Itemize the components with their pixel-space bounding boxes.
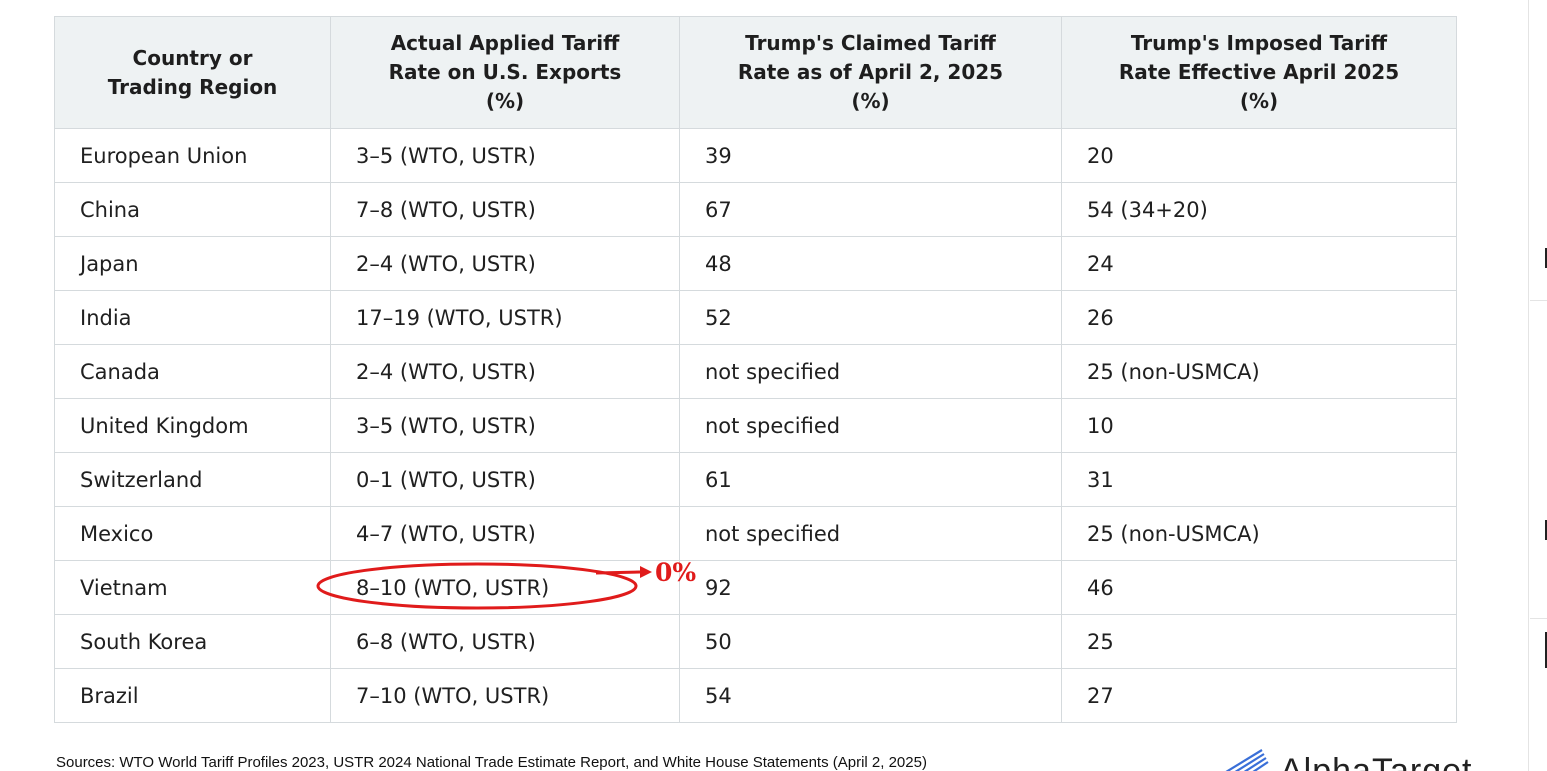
cell-actual-rate: 4–7 (WTO, USTR) — [330, 506, 680, 561]
cell-country: Switzerland — [54, 452, 331, 507]
table-row: India 17–19 (WTO, USTR) 52 26 — [54, 290, 1457, 345]
annotation-label: 0% — [655, 558, 697, 587]
header-actual-rate: Actual Applied Tariff Rate on U.S. Expor… — [330, 16, 680, 129]
logo: AlphaTarget — [1222, 748, 1502, 771]
header-country: Country or Trading Region — [54, 16, 331, 129]
header-line: Country or — [132, 45, 253, 70]
header-line: Trump's Imposed Tariff — [1130, 31, 1388, 55]
table-row: South Korea 6–8 (WTO, USTR) 50 25 — [54, 614, 1457, 669]
header-line: Trump's Claimed Tariff — [745, 31, 996, 55]
cell-country: China — [54, 182, 331, 237]
cell-imposed-rate: 10 — [1061, 398, 1457, 453]
cell-claimed-rate: 92 — [679, 560, 1062, 615]
cell-claimed-rate: not specified — [679, 398, 1062, 453]
header-claimed-rate: Trump's Claimed Tariff Rate as of April … — [679, 16, 1062, 129]
header-row: Country or Trading Region Actual Applied… — [54, 16, 1457, 129]
cell-country: Mexico — [54, 506, 331, 561]
table-row: China 7–8 (WTO, USTR) 67 54 (34+20) — [54, 182, 1457, 237]
cell-country: Vietnam — [54, 560, 331, 615]
cell-imposed-rate: 20 — [1061, 128, 1457, 183]
header-line: Rate Effective April 2025 — [1118, 60, 1400, 84]
cell-claimed-rate: 61 — [679, 452, 1062, 507]
header-line: (%) — [851, 89, 890, 113]
table-row: Brazil 7–10 (WTO, USTR) 54 27 — [54, 668, 1457, 723]
side-divider-tick — [1530, 618, 1547, 619]
cell-imposed-rate: 24 — [1061, 236, 1457, 291]
header-line: (%) — [1239, 89, 1279, 113]
cell-claimed-rate: 48 — [679, 236, 1062, 291]
cell-imposed-rate: 54 (34+20) — [1061, 182, 1457, 237]
cell-actual-rate: 3–5 (WTO, USTR) — [330, 128, 680, 183]
cell-country: European Union — [54, 128, 331, 183]
sources-caption: Sources: WTO World Tariff Profiles 2023,… — [56, 754, 927, 771]
cell-actual-rate: 7–8 (WTO, USTR) — [330, 182, 680, 237]
cell-claimed-rate: 39 — [679, 128, 1062, 183]
table-row: Japan 2–4 (WTO, USTR) 48 24 — [54, 236, 1457, 291]
cell-claimed-rate: not specified — [679, 344, 1062, 399]
side-edge-mark — [1545, 520, 1547, 540]
side-divider-tick — [1530, 300, 1547, 301]
table-header: Country or Trading Region Actual Applied… — [54, 16, 1457, 129]
table-row: Mexico 4–7 (WTO, USTR) not specified 25 … — [54, 506, 1457, 561]
cell-imposed-rate: 25 — [1061, 614, 1457, 669]
table-body: European Union 3–5 (WTO, USTR) 39 20 Chi… — [54, 128, 1457, 723]
header-line: Trading Region — [107, 74, 278, 99]
header-line: Actual Applied Tariff — [390, 31, 620, 55]
header-imposed-rate: Trump's Imposed Tariff Rate Effective Ap… — [1061, 16, 1457, 129]
cell-actual-rate: 2–4 (WTO, USTR) — [330, 344, 680, 399]
header-line: Rate on U.S. Exports — [388, 60, 622, 84]
cell-imposed-rate: 27 — [1061, 668, 1457, 723]
cell-claimed-rate: not specified — [679, 506, 1062, 561]
table-row: European Union 3–5 (WTO, USTR) 39 20 — [54, 128, 1457, 183]
cell-claimed-rate: 50 — [679, 614, 1062, 669]
table-row: United Kingdom 3–5 (WTO, USTR) not speci… — [54, 398, 1457, 453]
tariff-table: Country or Trading Region Actual Applied… — [54, 16, 1457, 723]
cell-country: Canada — [54, 344, 331, 399]
side-edge-mark — [1545, 248, 1547, 268]
cell-country: India — [54, 290, 331, 345]
cell-imposed-rate: 25 (non-USMCA) — [1061, 506, 1457, 561]
cell-imposed-rate: 26 — [1061, 290, 1457, 345]
side-edge-mark — [1545, 632, 1547, 668]
cell-imposed-rate: 25 (non-USMCA) — [1061, 344, 1457, 399]
cell-claimed-rate: 54 — [679, 668, 1062, 723]
header-line: Rate as of April 2, 2025 — [737, 60, 1004, 84]
cell-actual-rate: 2–4 (WTO, USTR) — [330, 236, 680, 291]
cell-claimed-rate: 52 — [679, 290, 1062, 345]
table-row: Vietnam 8–10 (WTO, USTR) 92 46 — [54, 560, 1457, 615]
cell-country: United Kingdom — [54, 398, 331, 453]
cell-actual-rate: 0–1 (WTO, USTR) — [330, 452, 680, 507]
cell-actual-rate: 6–8 (WTO, USTR) — [330, 614, 680, 669]
header-line: (%) — [485, 89, 525, 113]
cell-country: South Korea — [54, 614, 331, 669]
tariff-table-container: Country or Trading Region Actual Applied… — [54, 16, 1457, 723]
cell-actual-rate: 8–10 (WTO, USTR) — [330, 560, 680, 615]
cell-actual-rate: 7–10 (WTO, USTR) — [330, 668, 680, 723]
cell-imposed-rate: 31 — [1061, 452, 1457, 507]
logo-text: AlphaTarget — [1280, 752, 1473, 771]
cell-actual-rate: 17–19 (WTO, USTR) — [330, 290, 680, 345]
cell-country: Brazil — [54, 668, 331, 723]
cell-imposed-rate: 46 — [1061, 560, 1457, 615]
table-row: Switzerland 0–1 (WTO, USTR) 61 31 — [54, 452, 1457, 507]
table-row: Canada 2–4 (WTO, USTR) not specified 25 … — [54, 344, 1457, 399]
cell-claimed-rate: 67 — [679, 182, 1062, 237]
side-divider — [1528, 0, 1529, 771]
stripes-wing-icon — [1225, 749, 1269, 771]
cell-country: Japan — [54, 236, 331, 291]
cell-actual-rate: 3–5 (WTO, USTR) — [330, 398, 680, 453]
